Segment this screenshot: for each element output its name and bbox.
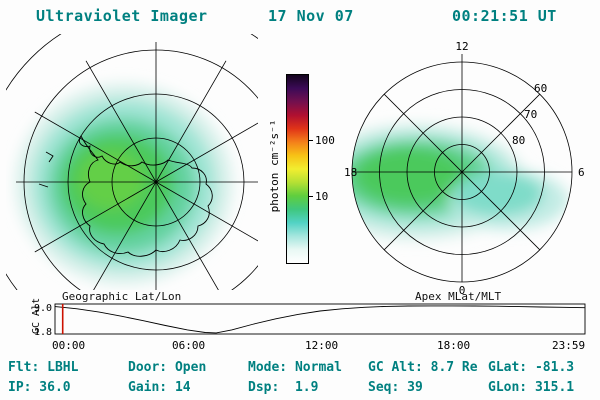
time-tick-0600: 06:00 [172,339,206,352]
status-ip: IP: 36.0 [8,380,71,395]
mlt-label-0: 0 [459,284,466,296]
colorbar-gradient [286,74,309,264]
gc-alt-curve [54,305,585,334]
status-door: Door: Open [128,360,207,375]
gc-alt-frame [54,303,586,335]
antarctica-coastline [38,135,213,257]
colorbar-tick-100-mark [308,140,313,141]
time-tick-2359: 23:59 [552,339,586,352]
mlat-label-70: 70 [524,108,537,121]
status-gc-alt: GC Alt: 8.7 Re [368,360,478,375]
right-panel-caption: Apex MLat/MLT [415,290,502,303]
colorbar-tick-10-mark [308,196,313,197]
status-glat: GLat: -81.3 [488,360,575,375]
colorbar-tick-100: 100 [315,134,335,147]
geographic-grid [6,34,258,290]
status-glon: GLon: 315.1 [488,380,575,395]
colorbar-tick-10: 10 [315,190,329,203]
status-mode: Mode: Normal [248,360,342,375]
status-dsp: Dsp: 1.9 [248,380,319,395]
time-tick-1200: 12:00 [305,339,339,352]
time-tick-0000: 00:00 [52,339,86,352]
aurora-blob-apex [352,124,568,240]
mlt-label-18: 18 [344,166,357,179]
left-panel-caption: Geographic Lat/Lon [62,290,182,303]
status-seq: Seq: 39 [368,380,423,395]
apex-polar-plot: 12 18 6 0 60 70 80 [344,40,585,296]
colorbar-label: photon cm⁻²s⁻¹ [268,119,281,213]
header-time: 00:21:51 UT [452,7,557,25]
gc-alt-tick-1-8: 1.8 [34,327,52,338]
geographic-polar-plot [6,34,258,290]
mlat-label-60: 60 [534,82,547,95]
gc-alt-axis-label: GC Alt [31,298,42,334]
status-gain: Gain: 14 [128,380,191,395]
status-flt: Flt: LBHL [8,360,79,375]
app-title: Ultraviolet Imager [36,7,208,25]
mlt-label-6: 6 [578,166,585,179]
time-tick-1800: 18:00 [437,339,471,352]
mlat-label-80: 80 [512,134,525,147]
gc-alt-timeline: GC Alt 9.0 1.8 [31,298,586,338]
apex-grid [351,54,573,283]
gc-alt-tick-9: 9.0 [34,303,52,314]
mlt-label-12: 12 [455,40,468,53]
header-date: 17 Nov 07 [268,7,354,25]
